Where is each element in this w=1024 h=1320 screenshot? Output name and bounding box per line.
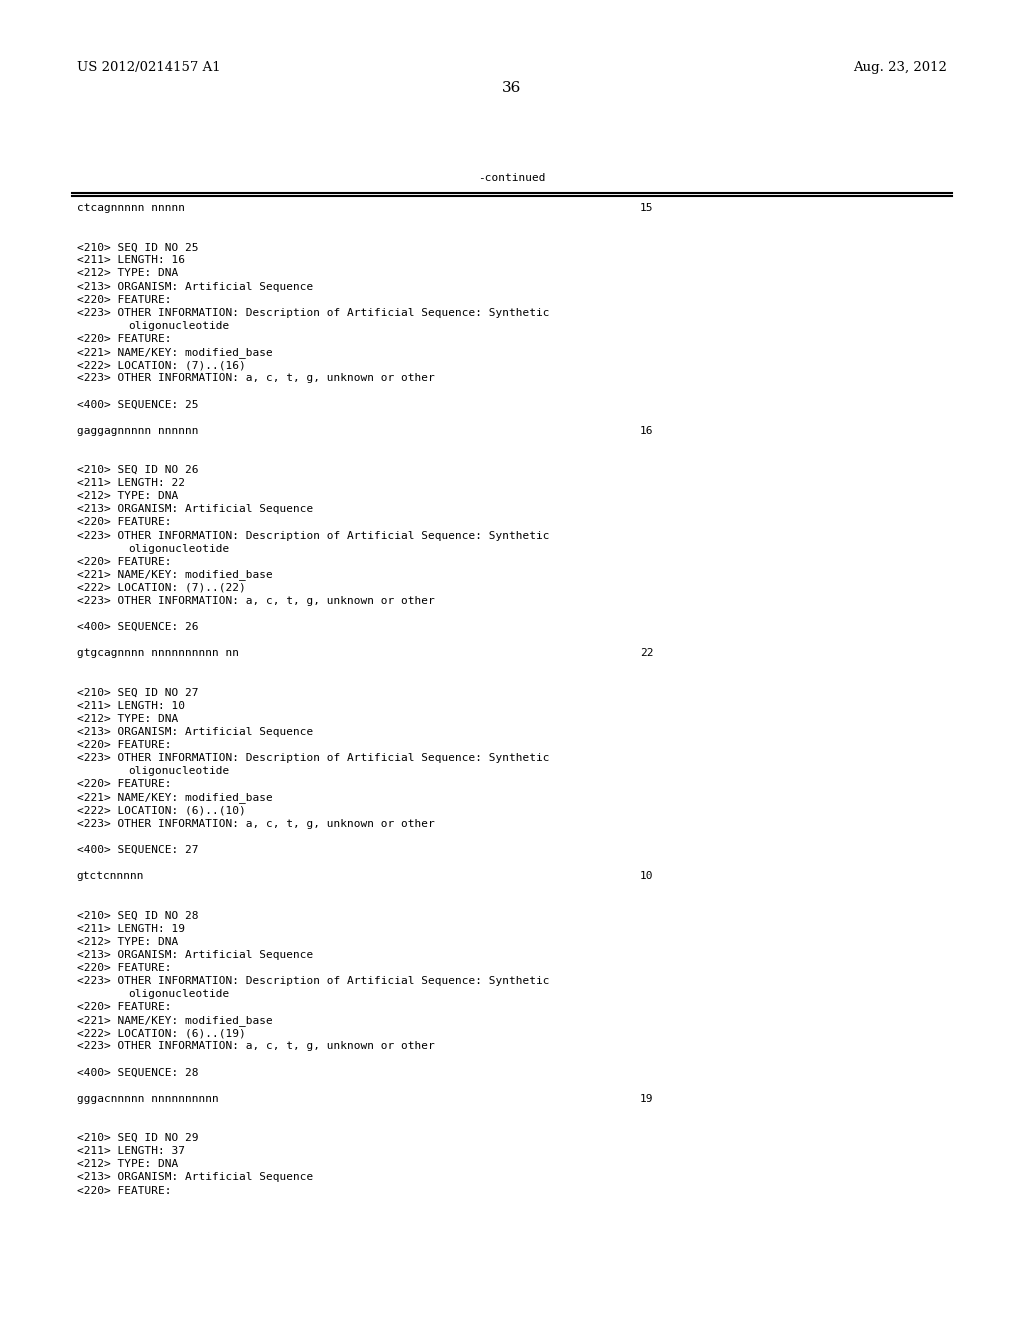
Text: <213> ORGANISM: Artificial Sequence: <213> ORGANISM: Artificial Sequence xyxy=(77,281,313,292)
Text: <220> FEATURE:: <220> FEATURE: xyxy=(77,779,171,789)
Text: 36: 36 xyxy=(503,81,521,95)
Text: <213> ORGANISM: Artificial Sequence: <213> ORGANISM: Artificial Sequence xyxy=(77,949,313,960)
Text: gaggagnnnnn nnnnnn: gaggagnnnnn nnnnnn xyxy=(77,426,199,436)
Text: <223> OTHER INFORMATION: a, c, t, g, unknown or other: <223> OTHER INFORMATION: a, c, t, g, unk… xyxy=(77,818,434,829)
Text: 16: 16 xyxy=(640,426,653,436)
Text: gggacnnnnn nnnnnnnnnn: gggacnnnnn nnnnnnnnnn xyxy=(77,1094,218,1104)
Text: -continued: -continued xyxy=(478,173,546,183)
Text: ctcagnnnnn nnnnn: ctcagnnnnn nnnnn xyxy=(77,203,184,213)
Text: <211> LENGTH: 37: <211> LENGTH: 37 xyxy=(77,1146,184,1156)
Text: <213> ORGANISM: Artificial Sequence: <213> ORGANISM: Artificial Sequence xyxy=(77,504,313,515)
Text: <223> OTHER INFORMATION: Description of Artificial Sequence: Synthetic: <223> OTHER INFORMATION: Description of … xyxy=(77,308,549,318)
Text: <220> FEATURE:: <220> FEATURE: xyxy=(77,1185,171,1196)
Text: <400> SEQUENCE: 27: <400> SEQUENCE: 27 xyxy=(77,845,199,855)
Text: <220> FEATURE:: <220> FEATURE: xyxy=(77,294,171,305)
Text: <212> TYPE: DNA: <212> TYPE: DNA xyxy=(77,491,178,502)
Text: <221> NAME/KEY: modified_base: <221> NAME/KEY: modified_base xyxy=(77,1015,272,1026)
Text: <220> FEATURE:: <220> FEATURE: xyxy=(77,517,171,528)
Text: <222> LOCATION: (7)..(16): <222> LOCATION: (7)..(16) xyxy=(77,360,246,370)
Text: <213> ORGANISM: Artificial Sequence: <213> ORGANISM: Artificial Sequence xyxy=(77,727,313,737)
Text: <223> OTHER INFORMATION: Description of Artificial Sequence: Synthetic: <223> OTHER INFORMATION: Description of … xyxy=(77,754,549,763)
Text: <220> FEATURE:: <220> FEATURE: xyxy=(77,741,171,750)
Text: 10: 10 xyxy=(640,871,653,882)
Text: <210> SEQ ID NO 27: <210> SEQ ID NO 27 xyxy=(77,688,199,698)
Text: <220> FEATURE:: <220> FEATURE: xyxy=(77,557,171,566)
Text: <400> SEQUENCE: 26: <400> SEQUENCE: 26 xyxy=(77,622,199,632)
Text: <222> LOCATION: (7)..(22): <222> LOCATION: (7)..(22) xyxy=(77,583,246,593)
Text: <213> ORGANISM: Artificial Sequence: <213> ORGANISM: Artificial Sequence xyxy=(77,1172,313,1183)
Text: <212> TYPE: DNA: <212> TYPE: DNA xyxy=(77,1159,178,1170)
Text: <220> FEATURE:: <220> FEATURE: xyxy=(77,334,171,345)
Text: <220> FEATURE:: <220> FEATURE: xyxy=(77,1002,171,1012)
Text: <221> NAME/KEY: modified_base: <221> NAME/KEY: modified_base xyxy=(77,347,272,358)
Text: <223> OTHER INFORMATION: Description of Artificial Sequence: Synthetic: <223> OTHER INFORMATION: Description of … xyxy=(77,975,549,986)
Text: <210> SEQ ID NO 28: <210> SEQ ID NO 28 xyxy=(77,911,199,920)
Text: 15: 15 xyxy=(640,203,653,213)
Text: gtctcnnnnn: gtctcnnnnn xyxy=(77,871,144,882)
Text: <222> LOCATION: (6)..(10): <222> LOCATION: (6)..(10) xyxy=(77,805,246,816)
Text: oligonucleotide: oligonucleotide xyxy=(128,989,229,999)
Text: <223> OTHER INFORMATION: Description of Artificial Sequence: Synthetic: <223> OTHER INFORMATION: Description of … xyxy=(77,531,549,540)
Text: <210> SEQ ID NO 29: <210> SEQ ID NO 29 xyxy=(77,1133,199,1143)
Text: gtgcagnnnn nnnnnnnnnn nn: gtgcagnnnn nnnnnnnnnn nn xyxy=(77,648,239,659)
Text: <210> SEQ ID NO 26: <210> SEQ ID NO 26 xyxy=(77,465,199,475)
Text: 22: 22 xyxy=(640,648,653,659)
Text: <220> FEATURE:: <220> FEATURE: xyxy=(77,962,171,973)
Text: 19: 19 xyxy=(640,1094,653,1104)
Text: <400> SEQUENCE: 25: <400> SEQUENCE: 25 xyxy=(77,400,199,409)
Text: <221> NAME/KEY: modified_base: <221> NAME/KEY: modified_base xyxy=(77,569,272,581)
Text: oligonucleotide: oligonucleotide xyxy=(128,767,229,776)
Text: <212> TYPE: DNA: <212> TYPE: DNA xyxy=(77,937,178,946)
Text: US 2012/0214157 A1: US 2012/0214157 A1 xyxy=(77,62,220,74)
Text: <223> OTHER INFORMATION: a, c, t, g, unknown or other: <223> OTHER INFORMATION: a, c, t, g, unk… xyxy=(77,374,434,383)
Text: <212> TYPE: DNA: <212> TYPE: DNA xyxy=(77,268,178,279)
Text: <223> OTHER INFORMATION: a, c, t, g, unknown or other: <223> OTHER INFORMATION: a, c, t, g, unk… xyxy=(77,597,434,606)
Text: <212> TYPE: DNA: <212> TYPE: DNA xyxy=(77,714,178,723)
Text: <400> SEQUENCE: 28: <400> SEQUENCE: 28 xyxy=(77,1068,199,1077)
Text: <223> OTHER INFORMATION: a, c, t, g, unknown or other: <223> OTHER INFORMATION: a, c, t, g, unk… xyxy=(77,1041,434,1052)
Text: <221> NAME/KEY: modified_base: <221> NAME/KEY: modified_base xyxy=(77,792,272,803)
Text: <211> LENGTH: 16: <211> LENGTH: 16 xyxy=(77,255,184,265)
Text: <211> LENGTH: 10: <211> LENGTH: 10 xyxy=(77,701,184,710)
Text: <211> LENGTH: 19: <211> LENGTH: 19 xyxy=(77,924,184,933)
Text: <222> LOCATION: (6)..(19): <222> LOCATION: (6)..(19) xyxy=(77,1028,246,1039)
Text: oligonucleotide: oligonucleotide xyxy=(128,544,229,553)
Text: oligonucleotide: oligonucleotide xyxy=(128,321,229,331)
Text: <211> LENGTH: 22: <211> LENGTH: 22 xyxy=(77,478,184,488)
Text: Aug. 23, 2012: Aug. 23, 2012 xyxy=(853,62,947,74)
Text: <210> SEQ ID NO 25: <210> SEQ ID NO 25 xyxy=(77,243,199,252)
